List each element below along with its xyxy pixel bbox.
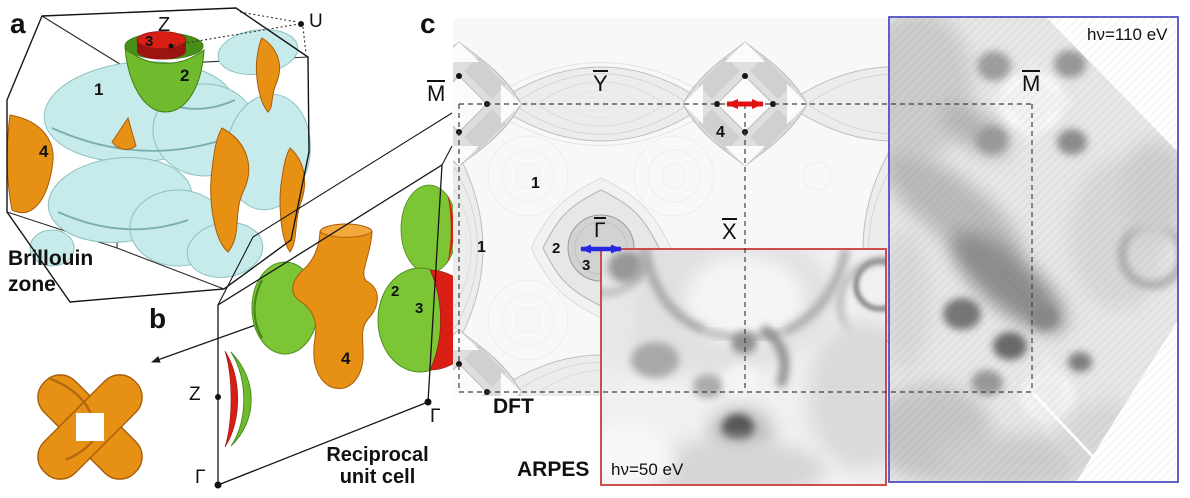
m-bar-label-right: M	[1022, 70, 1041, 97]
bz-dashed-lines	[458, 103, 1033, 393]
band4-label-b: 4	[341, 349, 351, 368]
band1-label-c2: 1	[477, 239, 486, 256]
band4-label-a: 4	[39, 142, 49, 161]
band3-label-b: 3	[415, 300, 424, 317]
gamma-bar-text: Γ	[594, 217, 606, 242]
gamma-label-left: Γ	[195, 467, 206, 488]
caption-b-line2: unit cell	[339, 466, 416, 488]
red-inset-border	[600, 248, 887, 486]
band4-cross-enlarged	[37, 374, 143, 480]
y-bar-label: Y	[593, 70, 608, 97]
photon-energy-50ev: hν=50 eV	[611, 460, 684, 479]
band2-label-b: 2	[391, 283, 400, 300]
gamma-dot-left	[214, 481, 222, 489]
x-bar-label: X	[722, 218, 737, 245]
dft-label: DFT	[493, 395, 534, 418]
panel-c-label: c	[420, 8, 436, 39]
caption-a-line1: Brillouin	[8, 247, 94, 270]
band1-label-c1: 1	[531, 175, 540, 192]
band1-label-a: 1	[94, 80, 104, 99]
gamma-dot-right	[424, 398, 432, 406]
band2-label-c: 2	[552, 240, 561, 257]
panel-b-caption: Reciprocal unit cell	[295, 444, 460, 488]
band3-label-a: 3	[145, 33, 154, 50]
y-bar-text: Y	[593, 70, 608, 96]
band2-label-a: 2	[180, 66, 190, 85]
arpes-inset-50ev	[601, 249, 886, 485]
panel-a-label: a	[10, 8, 26, 39]
m-bar-left-text: M	[427, 80, 446, 106]
panel-a-caption: Brillouin zone	[8, 246, 93, 298]
z-point-label-a: Z	[158, 14, 171, 36]
gamma-bar-label: Γ	[594, 217, 606, 243]
z-point-dot	[168, 43, 174, 49]
photon-energy-110ev: hν=110 eV	[1087, 25, 1168, 44]
arpes-label: ARPES	[517, 458, 590, 481]
m-bar-label-left: M	[427, 80, 446, 107]
caption-b-line1: Reciprocal	[326, 444, 429, 466]
blue-inset-border	[888, 16, 1179, 483]
u-point-dot	[298, 21, 304, 27]
z-point-dot-b	[215, 394, 221, 400]
panel-b-label: b	[149, 303, 167, 334]
brillouin-zone-drawing	[6, 7, 311, 303]
x-bar-text: X	[722, 218, 737, 244]
u-point-label: U	[309, 11, 323, 32]
band4-label-c: 4	[716, 124, 725, 141]
arpes-inset-110ev	[889, 17, 1178, 482]
band3-label-c: 3	[582, 257, 591, 274]
m-cluster-bottom-left	[453, 329, 522, 396]
caption-a-line2: zone	[8, 273, 56, 296]
reciprocal-cell-drawing	[37, 112, 479, 489]
m-bar-right-text: M	[1022, 70, 1041, 96]
gamma-label-right: Γ	[430, 406, 441, 427]
z-point-label-b: Z	[189, 384, 201, 405]
